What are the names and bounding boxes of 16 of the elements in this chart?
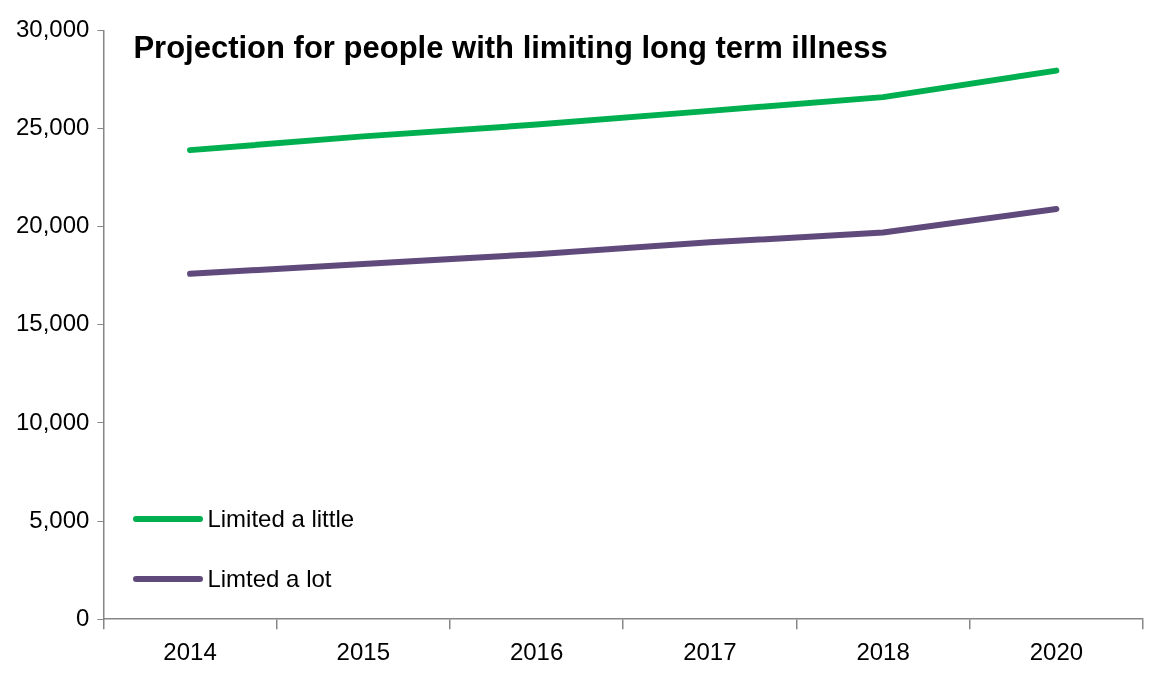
y-tick-label: 20,000: [16, 211, 90, 239]
x-tick-label: 2015: [336, 638, 390, 666]
x-tick-label: 2014: [163, 638, 217, 666]
chart-title: Projection for people with limiting long term illness: [133, 30, 888, 67]
y-tick-label: 30,000: [16, 15, 90, 43]
legend-label: Limted a lot: [207, 565, 332, 594]
x-tick-label: 2016: [509, 638, 564, 666]
x-tick-label: 2017: [683, 638, 737, 666]
y-tick-label: 5,000: [29, 505, 90, 533]
x-tick-label: 2020: [1029, 638, 1084, 666]
legend-label: Limited a little: [207, 505, 355, 534]
x-tick-label: 2018: [856, 638, 910, 666]
y-tick-label: 15,000: [16, 309, 90, 337]
y-tick-label: 10,000: [16, 407, 90, 435]
y-tick-label: 0: [76, 603, 90, 631]
y-tick-label: 25,000: [16, 113, 90, 141]
